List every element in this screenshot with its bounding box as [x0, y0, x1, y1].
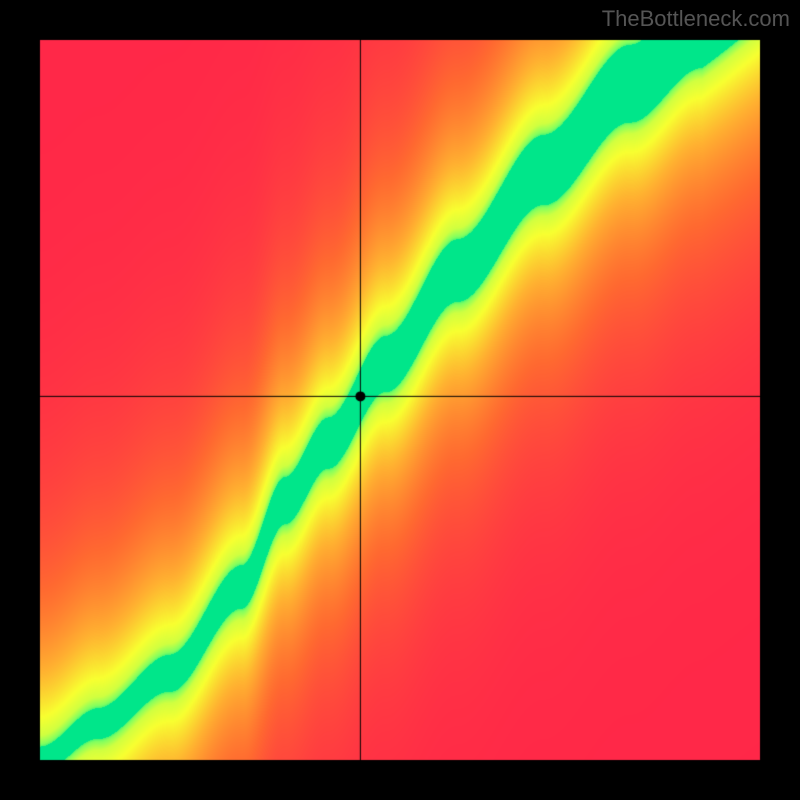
watermark-text: TheBottleneck.com	[602, 6, 790, 32]
chart-container: TheBottleneck.com	[0, 0, 800, 800]
bottleneck-heatmap	[0, 0, 800, 800]
